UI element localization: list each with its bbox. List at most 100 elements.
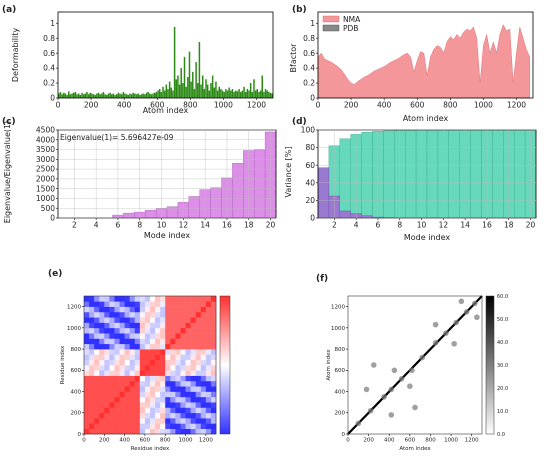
cross-correlation-cell: [124, 375, 130, 382]
cross-correlation-cell: [89, 354, 95, 360]
cross-correlation-cell: [99, 412, 105, 419]
x-tick-label: 1000: [214, 101, 233, 110]
cross-correlation-cell: [205, 423, 212, 429]
cross-correlation-cell: [134, 317, 141, 323]
cross-correlation-cell: [150, 418, 156, 424]
cross-correlation-cell: [99, 343, 105, 350]
cross-correlation-cell: [175, 354, 181, 360]
cross-correlation-cell: [155, 402, 161, 408]
cross-correlation-cell: [150, 359, 156, 366]
cross-correlation-cell: [99, 365, 105, 371]
cross-correlation-cell: [99, 306, 105, 313]
cross-correlation-cell: [114, 386, 120, 392]
cross-correlation-cell: [205, 428, 212, 435]
x-tick-label: 1200: [465, 438, 479, 444]
cross-correlation-cell: [84, 418, 90, 424]
x-tick-label: 800: [160, 438, 171, 444]
cross-correlation-cell: [170, 354, 176, 360]
cross-correlation-cell: [104, 343, 110, 350]
cross-correlation-cell: [195, 380, 202, 387]
x-tick-label: 0: [346, 438, 350, 444]
cross-correlation-cell: [200, 407, 207, 414]
x-tick-label: 400: [377, 101, 392, 110]
eigenvalue-bar: [188, 196, 200, 219]
cross-correlation-cell: [150, 396, 156, 403]
cross-correlation-cell: [144, 306, 151, 313]
cross-correlation-cell: [119, 296, 125, 302]
panel-e-label: (e): [48, 269, 62, 279]
y-tick-label: 0.8: [43, 34, 55, 43]
y-tick-label: 3000: [36, 155, 55, 164]
cross-correlation-cell: [190, 412, 196, 419]
x-tick-label: 1200: [507, 101, 526, 110]
cross-correlation-cell: [205, 343, 212, 350]
cross-correlation-cell: [160, 375, 166, 382]
cross-correlation-cell: [114, 322, 120, 329]
panel-d-ylabel: Variance [%]: [284, 147, 293, 198]
cross-correlation-cell: [144, 418, 151, 424]
cross-correlation-cell: [114, 418, 120, 424]
cross-correlation-cell: [195, 343, 202, 350]
cross-correlation-cell: [180, 396, 186, 403]
x-tick-label: 18: [244, 221, 254, 230]
cross-correlation-cell: [144, 311, 151, 318]
cross-correlation-cell: [84, 301, 90, 307]
cross-correlation-cell: [150, 311, 156, 318]
cross-correlation-cell: [104, 338, 110, 345]
cross-correlation-cell: [109, 407, 115, 414]
cross-correlation-cell: [205, 322, 212, 329]
cross-correlation-cell: [84, 343, 90, 350]
cross-correlation-cell: [124, 380, 130, 387]
eigenvalue-bar: [232, 163, 244, 219]
cross-correlation-cell: [109, 365, 115, 371]
cross-correlation-cell: [99, 354, 105, 360]
contact-point: [419, 354, 426, 361]
cross-correlation-cell: [155, 343, 161, 350]
y-tick-label: 1: [50, 19, 55, 28]
cross-correlation-cell: [185, 338, 191, 345]
cross-correlation-cell: [190, 359, 196, 366]
cross-correlation-cell: [89, 412, 95, 419]
cross-correlation-cell: [124, 359, 130, 366]
cross-correlation-cell: [109, 354, 115, 360]
cross-correlation-cell: [109, 296, 115, 302]
contact-point: [367, 407, 374, 414]
cumulative-variance-bar: [426, 129, 439, 219]
cross-correlation-cell: [114, 370, 120, 376]
cross-correlation-cell: [195, 428, 202, 435]
panel-b-ylabel: Bfactor: [289, 43, 298, 73]
cross-correlation-cell: [185, 412, 191, 419]
cross-correlation-cell: [210, 338, 217, 345]
cross-correlation-cell: [195, 396, 202, 403]
cross-correlation-cell: [190, 343, 196, 350]
cross-correlation-cell: [210, 301, 217, 307]
cross-correlation-cell: [175, 412, 181, 419]
cross-correlation-cell: [165, 306, 171, 313]
cross-correlation-cell: [94, 354, 100, 360]
cross-correlation-cell: [119, 365, 125, 371]
cross-correlation-cell: [94, 375, 100, 382]
cross-correlation-cell: [104, 407, 110, 414]
x-tick-label: 18: [504, 221, 514, 230]
panel-f-ylabel: Atom index: [326, 349, 332, 381]
y-tick-label: 200: [71, 411, 82, 417]
cross-correlation-cell: [129, 370, 136, 376]
cross-correlation-cell: [165, 338, 171, 345]
cross-correlation-cell: [175, 349, 181, 355]
cross-correlation-cell: [210, 322, 217, 329]
cross-correlation-cell: [114, 311, 120, 318]
cross-correlation-cell: [205, 354, 212, 360]
cross-correlation-cell: [139, 343, 146, 350]
cross-correlation-cell: [200, 396, 207, 403]
cross-correlation-cell: [205, 317, 212, 323]
cross-correlation-cell: [200, 375, 207, 382]
cross-correlation-cell: [134, 349, 141, 355]
x-tick-label: 1000: [444, 438, 458, 444]
cross-correlation-cell: [124, 349, 130, 355]
cross-correlation-cell: [180, 375, 186, 382]
y-tick-label: 2000: [36, 175, 55, 184]
cross-correlation-cell: [114, 365, 120, 371]
cross-correlation-cell: [210, 343, 217, 350]
x-tick-label: 600: [150, 101, 165, 110]
cross-correlation-cell: [144, 423, 151, 429]
